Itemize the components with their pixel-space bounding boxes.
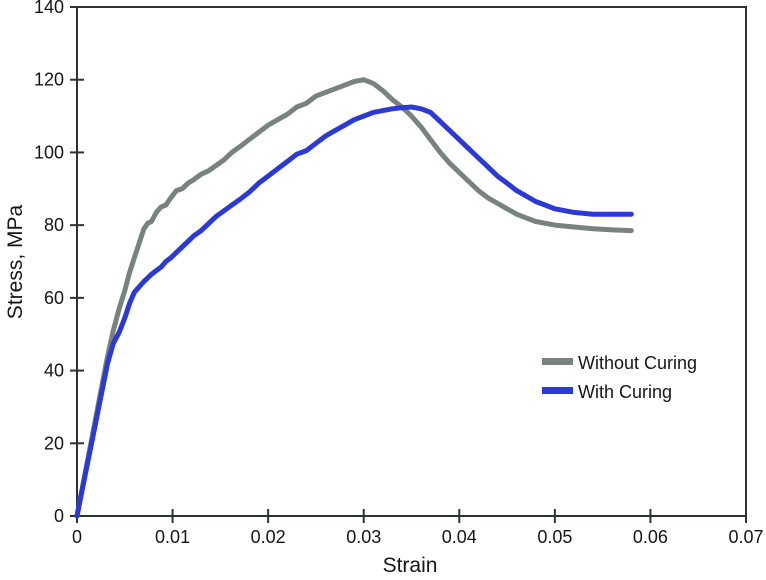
x-tick-label: 0.04: [442, 527, 477, 547]
x-tick-label: 0.05: [537, 527, 572, 547]
y-axis-ticks: 0 20 40 60 80 100 120 140: [34, 0, 84, 526]
legend-swatch-without-curing: [542, 358, 573, 365]
y-tick-label: 140: [34, 0, 64, 17]
data-series-lines: [74, 77, 634, 519]
y-tick-label: 100: [34, 142, 64, 162]
legend-label-with-curing: With Curing: [578, 382, 672, 402]
x-axis-ticks: 0 0.01 0.02 0.03 0.04 0.05 0.06 0.07: [72, 509, 764, 547]
y-tick-label: 40: [44, 361, 64, 381]
legend-label-without-curing: Without Curing: [578, 353, 697, 373]
series-line-without-curing: [74, 77, 634, 519]
x-tick-label: 0.02: [251, 527, 286, 547]
y-tick-label: 60: [44, 288, 64, 308]
y-tick-label: 120: [34, 70, 64, 90]
x-tick-label: 0.03: [346, 527, 381, 547]
x-tick-label: 0: [72, 527, 82, 547]
x-tick-label: 0.07: [728, 527, 763, 547]
x-axis-title: Strain: [383, 554, 438, 577]
y-tick-label: 20: [44, 433, 64, 453]
x-tick-label: 0.01: [155, 527, 190, 547]
x-tick-label: 0.06: [633, 527, 668, 547]
legend: Without Curing With Curing: [542, 353, 697, 402]
series-line-with-curing: [74, 104, 634, 519]
y-axis-title: Stress, MPa: [4, 205, 27, 320]
legend-swatch-with-curing: [542, 387, 573, 394]
plot-frame: [76, 6, 747, 517]
y-tick-label: 0: [54, 506, 64, 526]
y-tick-label: 80: [44, 215, 64, 235]
